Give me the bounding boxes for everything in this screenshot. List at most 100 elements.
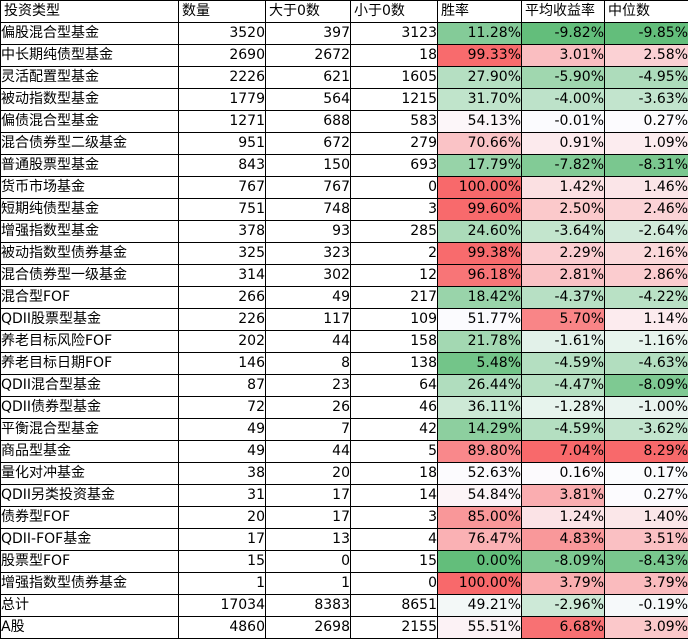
cell-win_rate[interactable]: 100.00%: [437, 176, 522, 199]
cell-median[interactable]: 2.58%: [604, 44, 688, 67]
cell-type[interactable]: 平衡混合型基金: [0, 418, 179, 441]
cell-median[interactable]: 0.27%: [604, 484, 688, 507]
cell-count[interactable]: 49: [178, 418, 266, 441]
cell-lt0[interactable]: 2155: [350, 616, 438, 639]
cell-win_rate[interactable]: 49.21%: [437, 594, 522, 617]
cell-lt0[interactable]: 15: [350, 550, 438, 573]
cell-lt0[interactable]: 1605: [350, 66, 438, 89]
cell-win_rate[interactable]: 54.84%: [437, 484, 522, 507]
cell-count[interactable]: 20: [178, 506, 266, 529]
cell-count[interactable]: 1271: [178, 110, 266, 133]
cell-avg_return[interactable]: 7.04%: [521, 440, 605, 463]
cell-gt0[interactable]: 44: [265, 330, 351, 353]
cell-type[interactable]: QDII股票型基金: [0, 308, 179, 331]
cell-median[interactable]: -1.00%: [604, 396, 688, 419]
cell-gt0[interactable]: 2672: [265, 44, 351, 67]
cell-median[interactable]: 2.46%: [604, 198, 688, 221]
cell-avg_return[interactable]: 1.24%: [521, 506, 605, 529]
cell-count[interactable]: 2690: [178, 44, 266, 67]
cell-win_rate[interactable]: 76.47%: [437, 528, 522, 551]
cell-type[interactable]: 混合型FOF: [0, 286, 179, 309]
cell-lt0[interactable]: 583: [350, 110, 438, 133]
cell-win_rate[interactable]: 26.44%: [437, 374, 522, 397]
cell-win_rate[interactable]: 5.48%: [437, 352, 522, 375]
cell-avg_return[interactable]: -8.09%: [521, 550, 605, 573]
cell-count[interactable]: 226: [178, 308, 266, 331]
cell-lt0[interactable]: 138: [350, 352, 438, 375]
cell-avg_return[interactable]: 0.91%: [521, 132, 605, 155]
cell-win_rate[interactable]: 14.29%: [437, 418, 522, 441]
cell-median[interactable]: -4.63%: [604, 352, 688, 375]
cell-type[interactable]: 债券型FOF: [0, 506, 179, 529]
cell-win_rate[interactable]: 51.77%: [437, 308, 522, 331]
cell-type[interactable]: QDII-FOF基金: [0, 528, 179, 551]
cell-lt0[interactable]: 109: [350, 308, 438, 331]
cell-median[interactable]: -8.31%: [604, 154, 688, 177]
cell-win_rate[interactable]: 85.00%: [437, 506, 522, 529]
cell-median[interactable]: 2.16%: [604, 242, 688, 265]
cell-lt0[interactable]: 217: [350, 286, 438, 309]
cell-avg_return[interactable]: -4.59%: [521, 352, 605, 375]
cell-lt0[interactable]: 2: [350, 242, 438, 265]
cell-count[interactable]: 843: [178, 154, 266, 177]
cell-win_rate[interactable]: 52.63%: [437, 462, 522, 485]
cell-win_rate[interactable]: 24.60%: [437, 220, 522, 243]
cell-median[interactable]: -3.62%: [604, 418, 688, 441]
cell-count[interactable]: 49: [178, 440, 266, 463]
cell-win_rate[interactable]: 99.33%: [437, 44, 522, 67]
cell-gt0[interactable]: 8383: [265, 594, 351, 617]
cell-count[interactable]: 17034: [178, 594, 266, 617]
cell-gt0[interactable]: 621: [265, 66, 351, 89]
cell-win_rate[interactable]: 99.60%: [437, 198, 522, 221]
cell-avg_return[interactable]: 3.79%: [521, 572, 605, 595]
cell-median[interactable]: -9.85%: [604, 22, 688, 45]
cell-gt0[interactable]: 302: [265, 264, 351, 287]
cell-count[interactable]: 38: [178, 462, 266, 485]
cell-gt0[interactable]: 8: [265, 352, 351, 375]
cell-count[interactable]: 314: [178, 264, 266, 287]
cell-lt0[interactable]: 18: [350, 462, 438, 485]
cell-gt0[interactable]: 323: [265, 242, 351, 265]
cell-avg_return[interactable]: 3.81%: [521, 484, 605, 507]
cell-gt0[interactable]: 17: [265, 484, 351, 507]
cell-lt0[interactable]: 4: [350, 528, 438, 551]
cell-gt0[interactable]: 117: [265, 308, 351, 331]
cell-gt0[interactable]: 2698: [265, 616, 351, 639]
cell-count[interactable]: 3520: [178, 22, 266, 45]
cell-win_rate[interactable]: 0.00%: [437, 550, 522, 573]
cell-lt0[interactable]: 12: [350, 264, 438, 287]
cell-win_rate[interactable]: 55.51%: [437, 616, 522, 639]
cell-median[interactable]: 1.46%: [604, 176, 688, 199]
cell-type[interactable]: 偏债混合型基金: [0, 110, 179, 133]
cell-avg_return[interactable]: -1.28%: [521, 396, 605, 419]
cell-count[interactable]: 202: [178, 330, 266, 353]
cell-lt0[interactable]: 3: [350, 506, 438, 529]
cell-type[interactable]: 增强指数型基金: [0, 220, 179, 243]
cell-type[interactable]: QDII债券型基金: [0, 396, 179, 419]
cell-type[interactable]: 混合债券型一级基金: [0, 264, 179, 287]
cell-gt0[interactable]: 17: [265, 506, 351, 529]
cell-count[interactable]: 2226: [178, 66, 266, 89]
cell-type[interactable]: 养老目标日期FOF: [0, 352, 179, 375]
cell-gt0[interactable]: 688: [265, 110, 351, 133]
cell-count[interactable]: 951: [178, 132, 266, 155]
cell-win_rate[interactable]: 70.66%: [437, 132, 522, 155]
cell-median[interactable]: 1.40%: [604, 506, 688, 529]
cell-type[interactable]: 股票型FOF: [0, 550, 179, 573]
cell-lt0[interactable]: 3: [350, 198, 438, 221]
cell-avg_return[interactable]: -0.01%: [521, 110, 605, 133]
cell-median[interactable]: -3.63%: [604, 88, 688, 111]
cell-avg_return[interactable]: 4.83%: [521, 528, 605, 551]
cell-gt0[interactable]: 767: [265, 176, 351, 199]
cell-type[interactable]: QDII另类投资基金: [0, 484, 179, 507]
cell-count[interactable]: 15: [178, 550, 266, 573]
cell-avg_return[interactable]: -4.47%: [521, 374, 605, 397]
cell-avg_return[interactable]: -2.96%: [521, 594, 605, 617]
header-cell-win_rate[interactable]: 胜率: [437, 0, 522, 23]
cell-gt0[interactable]: 49: [265, 286, 351, 309]
cell-avg_return[interactable]: -7.82%: [521, 154, 605, 177]
cell-count[interactable]: 751: [178, 198, 266, 221]
cell-gt0[interactable]: 150: [265, 154, 351, 177]
cell-count[interactable]: 31: [178, 484, 266, 507]
cell-avg_return[interactable]: 2.50%: [521, 198, 605, 221]
